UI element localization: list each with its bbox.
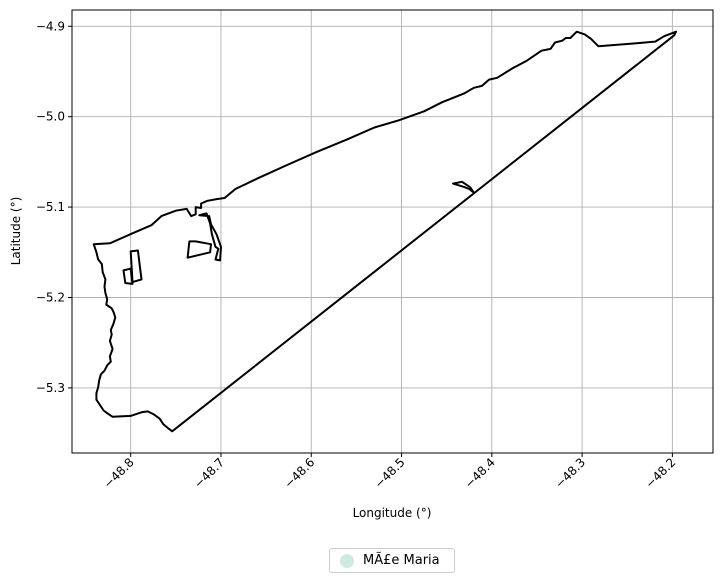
grid-lines [72,10,713,453]
boundary-ring [452,180,475,194]
y-tick-label: −5.1 [36,200,65,214]
x-tick-label: −48.3 [552,455,588,491]
x-tick-label: −48.4 [462,455,498,491]
x-tick-label: −48.8 [101,455,137,491]
boundary-shapes [92,30,677,433]
legend: MÃ£e Maria [329,548,455,573]
boundary-ring [198,212,222,262]
y-axis-label: Latitude (°) [9,197,23,266]
y-tick-label: −5.3 [36,381,65,395]
legend-marker [340,553,354,568]
x-tick-label: −48.6 [281,455,317,491]
x-axis-ticks: −48.8 −48.7 −48.6 −48.5 −48.4 −48.3 −48.2 [101,453,679,491]
y-axis-ticks: −4.9 −5.0 −5.1 −5.2 −5.3 [36,19,72,395]
legend-label: MÃ£e Maria [363,553,440,568]
x-axis-label: Longitude (°) [353,506,432,520]
y-tick-label: −5.0 [36,110,65,124]
y-tick-label: −5.2 [36,290,65,304]
boundary-ring [122,267,134,285]
x-tick-label: −48.5 [372,455,408,491]
boundary-ring [186,240,212,259]
y-tick-label: −4.9 [36,19,65,33]
x-tick-label: −48.2 [643,455,679,491]
x-tick-label: −48.7 [191,455,227,491]
plot-frame [71,9,714,454]
boundary-ring [92,30,677,433]
